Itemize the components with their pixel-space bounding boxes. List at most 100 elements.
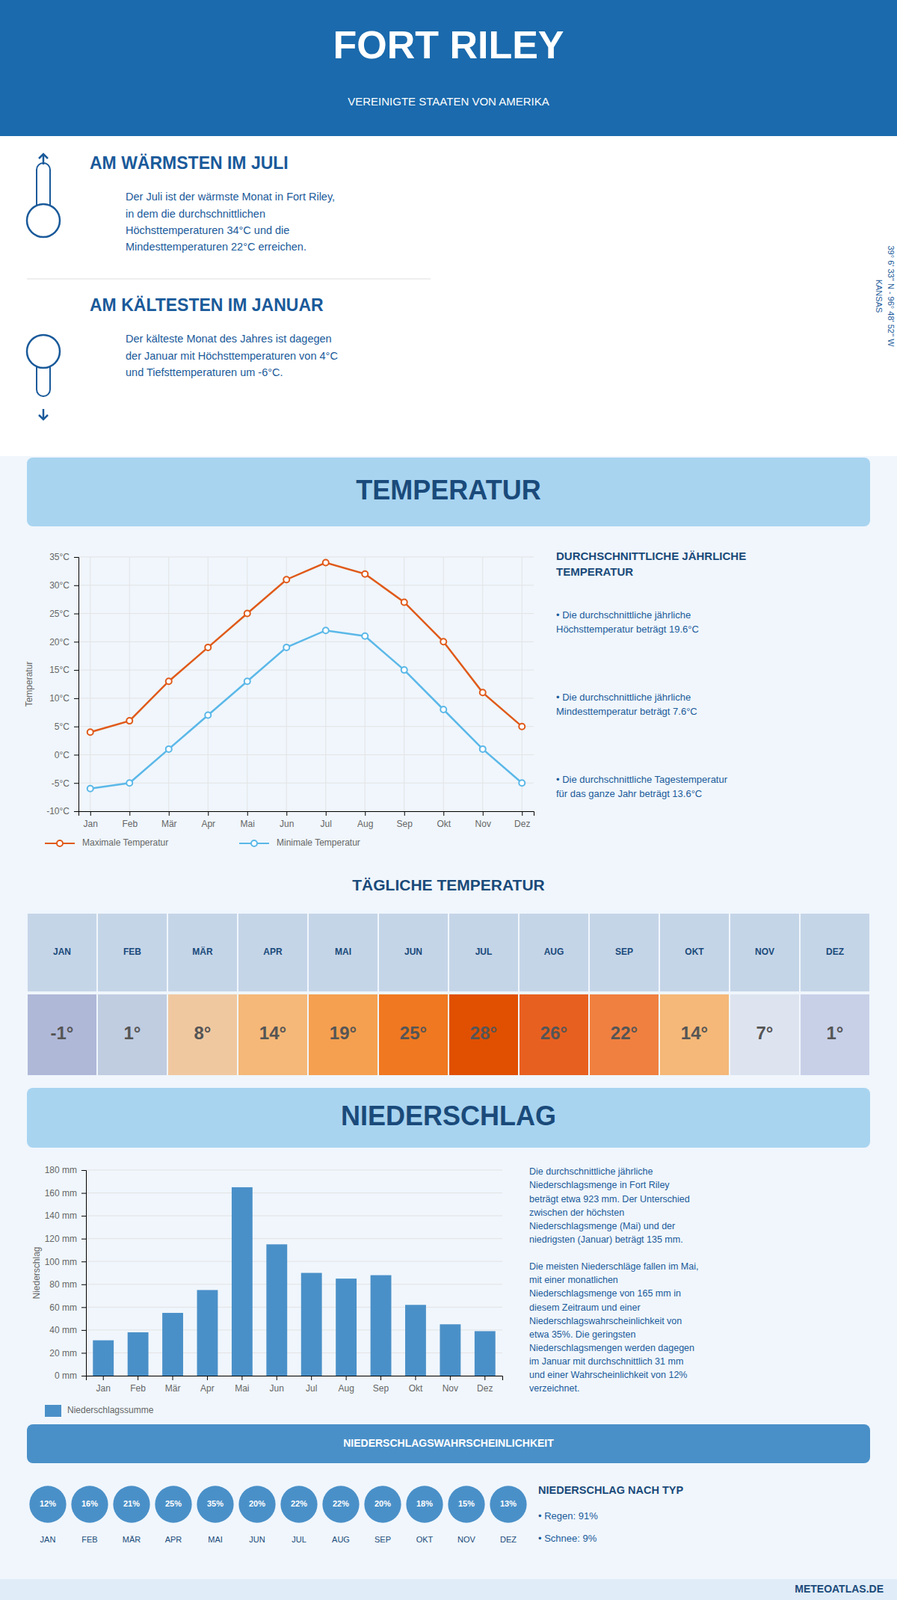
table-cell: 21%MÄR	[112, 1485, 150, 1544]
data-label: 21%	[123, 1498, 140, 1508]
data-label: 22%	[290, 1498, 308, 1508]
bar	[335, 1278, 357, 1376]
tick-mark	[414, 1375, 416, 1380]
text-line: und Tiefsttemperaturen um -6°C.	[125, 366, 284, 379]
bar	[127, 1332, 149, 1376]
tick: Mär	[161, 811, 178, 829]
text-line: der Januar mit Höchsttemperaturen von 4°…	[125, 349, 338, 362]
tick-mark	[247, 811, 249, 816]
point	[322, 627, 329, 634]
table-cell: MÄR8°	[168, 913, 237, 1075]
category-label: JUN	[248, 1534, 265, 1544]
grid-line	[325, 556, 326, 812]
tick-mark	[74, 641, 79, 643]
data-label: 8°	[194, 1022, 212, 1043]
value-cell	[97, 994, 167, 1075]
text-line: Niederschlagsmenge von 165 mm in	[529, 1287, 681, 1299]
grid-line	[85, 1306, 503, 1308]
separator	[26, 278, 431, 280]
bar	[231, 1187, 253, 1376]
tick-mark	[172, 1375, 174, 1380]
tick: 140 mm	[44, 1210, 86, 1221]
bar	[370, 1275, 392, 1376]
table-cell: AUG26°	[519, 913, 589, 1075]
thermometer-arrowhead	[38, 153, 48, 159]
point	[518, 723, 525, 730]
tick-mark	[74, 698, 79, 699]
grid-line	[85, 1261, 503, 1262]
text-line: Höchsttemperaturen 34°C und die	[125, 224, 290, 237]
header-cell	[800, 913, 870, 992]
tick: 10°C	[49, 692, 79, 704]
tick-mark	[81, 1215, 86, 1217]
category-label: JAN	[53, 946, 72, 957]
table-cell: FEB1°	[97, 913, 167, 1075]
axis-title: Temperatur	[23, 661, 35, 708]
footer-text: METEOATLAS.DE	[794, 1582, 884, 1595]
data-label: 1°	[124, 1022, 142, 1043]
tick: 160 mm	[44, 1187, 86, 1199]
tick-label: 80 mm	[49, 1278, 77, 1290]
tick: 40 mm	[49, 1324, 86, 1336]
tick: Aug	[357, 811, 374, 829]
tick-mark	[103, 1375, 104, 1380]
legend: Niederschlagssumme	[44, 1404, 154, 1417]
text-line: Niederschlagsmenge (Mai) und der	[529, 1220, 675, 1232]
tick: 5°C	[54, 721, 79, 732]
axis-line	[79, 811, 535, 817]
tick-mark	[81, 1375, 86, 1377]
data-label: 20%	[374, 1498, 391, 1508]
annotation: • Die durchschnittliche jährlicheHöchstt…	[556, 609, 699, 635]
chart-title: TEMPERATUR	[355, 474, 541, 506]
text-line: zwischen der höchsten	[529, 1207, 625, 1218]
header-cell	[97, 913, 167, 992]
tick: 35°C	[49, 551, 79, 563]
tick-mark	[286, 811, 288, 816]
tick-mark	[81, 1261, 86, 1262]
tick-label: Aug	[357, 818, 374, 829]
text-line: NIEDERSCHLAG NACH TYP	[538, 1483, 684, 1496]
grid-line	[78, 641, 534, 643]
tick: Mär	[165, 1375, 181, 1394]
grid-line	[78, 754, 534, 755]
tick: Dez	[514, 811, 530, 829]
data-label: 1°	[826, 1022, 844, 1043]
category-label: DEZ	[500, 1534, 517, 1544]
category-label: DEZ	[825, 946, 844, 957]
coldest-title: AM KÄLTESTEN IM JANUAR	[89, 295, 324, 315]
tick: Jan	[83, 811, 98, 829]
data-label: 26°	[540, 1022, 568, 1043]
tick: 100 mm	[44, 1256, 86, 1268]
tick-label: 120 mm	[44, 1233, 77, 1244]
value-circle	[489, 1485, 527, 1522]
text-line: im Januar mit durchschnittlich 31 mm	[529, 1355, 684, 1367]
point	[87, 785, 94, 792]
section-banner	[26, 1087, 871, 1148]
point	[244, 610, 251, 617]
axis-title: Niederschlag	[31, 1246, 42, 1299]
value-circle	[447, 1485, 485, 1522]
text-line: AM KÄLTESTEN IM JANUAR	[89, 295, 324, 315]
header-cell	[308, 913, 378, 992]
tick: Apr	[201, 811, 216, 829]
page-background	[0, 0, 897, 1600]
tick-label: Mai	[240, 818, 255, 829]
table-cell: 22%JUL	[280, 1485, 317, 1544]
tick: 15°C	[49, 664, 79, 675]
chart-line: -10°C-5°C0°C5°C10°C15°C20°C25°C30°C35°CJ…	[23, 551, 535, 848]
point	[401, 598, 408, 605]
table-cell: 18%OKT	[405, 1485, 443, 1544]
tick-label: 40 mm	[49, 1324, 77, 1336]
text-line: • Regen: 91%	[538, 1509, 598, 1522]
point	[126, 779, 133, 786]
axis-line	[86, 1376, 504, 1381]
tick: 20°C	[49, 636, 79, 648]
section-banner	[26, 1423, 871, 1463]
value-cell	[308, 994, 378, 1075]
header-cell	[168, 913, 237, 992]
tick-label: 15°C	[49, 664, 70, 675]
bar	[266, 1243, 288, 1376]
tick: Feb	[130, 1375, 146, 1394]
tick-mark	[404, 811, 406, 816]
tick-label: Mär	[165, 1382, 181, 1394]
